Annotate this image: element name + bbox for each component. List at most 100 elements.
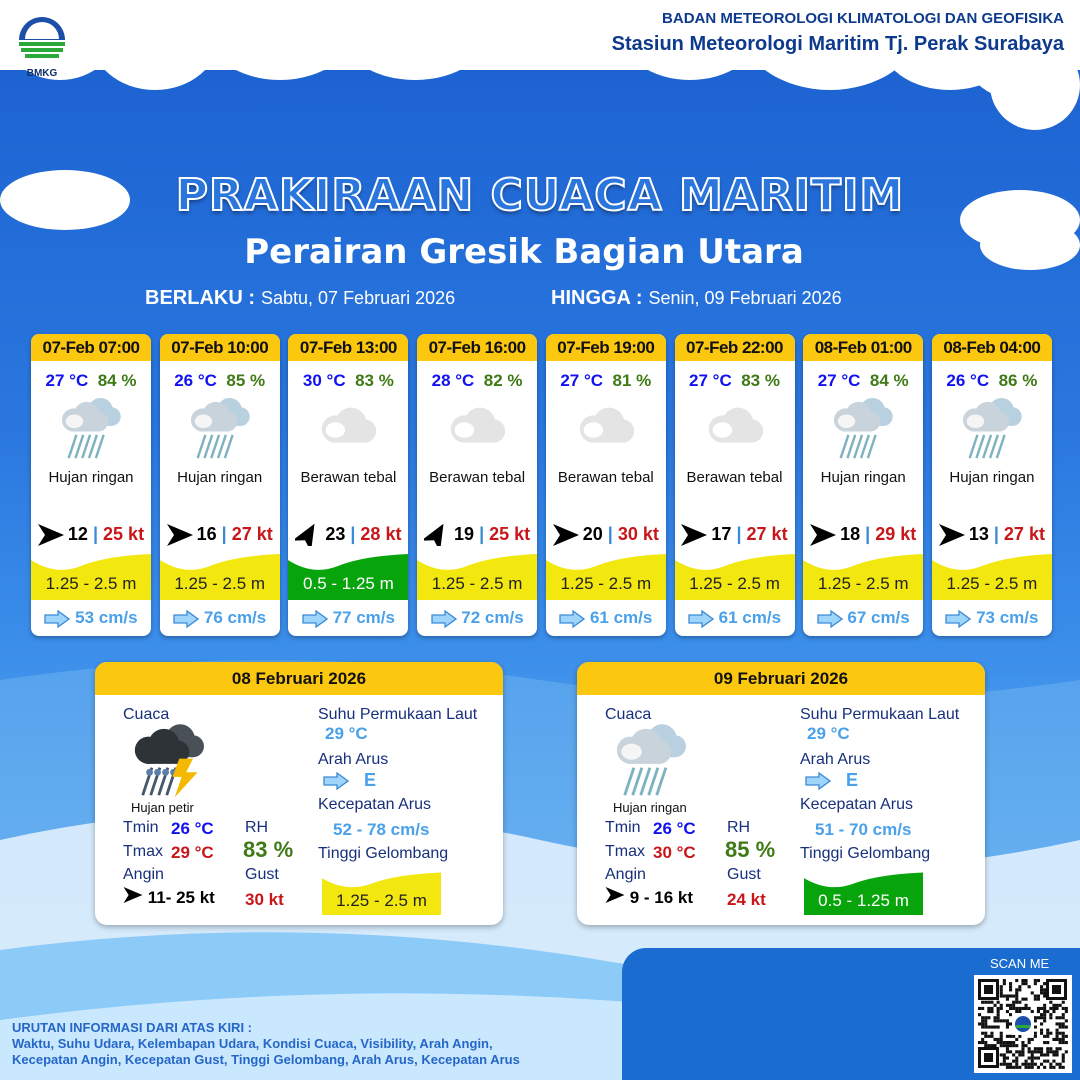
wave-height-box: 0.5 - 1.25 m [804,867,923,915]
wind-label: Angin [123,866,164,883]
wave-height-box: 1.25 - 2.5 m [931,548,1052,600]
current-arrow-icon [805,771,832,791]
forecast-time: 07-Feb 22:00 [674,334,795,361]
gust-speed: 25 kt [103,524,145,544]
gust-label: Gust [727,866,761,883]
bmkg-logo-icon [19,17,65,58]
light-rain-icon [834,397,893,459]
current-arrow-icon [173,609,200,628]
wind-direction-icon [295,524,315,547]
forecast-card: 07-Feb 07:00 27 °C 84 % Hujan ringan 12 … [31,334,151,636]
current-speed: 72 cm/s [461,608,524,627]
wind-speed: 19 [454,524,475,544]
gust-label: Gust [245,866,279,883]
daily-condition: Hujan petir [131,800,194,815]
gust-value: 30 kt [245,890,284,909]
humidity: 83 % [741,371,780,390]
valid-from-value: Sabtu, 07 Februari 2026 [261,288,456,308]
legend-line-1: Waktu, Suhu Udara, Kelembapan Udara, Kon… [12,1036,493,1051]
forecast-time: 07-Feb 19:00 [545,334,666,361]
bmkg-logo: BMKG [14,12,70,79]
wave-height: 1.25 - 2.5 m [560,574,652,593]
air-temperature: 30 °C [302,371,346,390]
overcast-icon [450,407,506,443]
wave-height: 1.25 - 2.5 m [336,891,427,910]
forecast-time: 07-Feb 13:00 [288,334,409,361]
humidity: 85 % [226,371,266,390]
tmax-value: 29 °C [171,843,214,862]
cloud-shape [990,40,1080,130]
wind-speed: 20 [582,524,603,544]
rh-label: RH [245,819,269,836]
wind-speed: 23 [325,524,346,544]
page-subtitle: Perairan Gresik Bagian Utara [244,232,804,272]
gust-speed: 30 kt [617,524,659,544]
gust-speed: 27 kt [231,524,273,544]
wave-height: 1.25 - 2.5 m [817,574,909,593]
forecast-time: 07-Feb 16:00 [417,334,538,361]
valid-to-label: HINGGA : [551,287,643,309]
weather-label: Cuaca [605,706,652,723]
humidity: 83 % [355,371,394,390]
cloud-shape [90,0,220,90]
sst-value: 29 °C [807,724,850,743]
forecast-card: 07-Feb 16:00 28 °C 82 % Berawan tebal 19… [417,334,538,636]
cloud-shape [980,220,1080,270]
forecast-time: 07-Feb 07:00 [31,334,151,361]
wave-height: 0.5 - 1.25 m [303,574,394,593]
current-arrow-icon [816,609,843,628]
wave-height-box: 1.25 - 2.5 m [417,548,538,600]
current-arrow-icon [430,609,457,628]
wave-height-box: 1.25 - 2.5 m [159,548,280,600]
tmax-value: 30 °C [653,843,696,862]
legend-title: URUTAN INFORMASI DARI ATAS KIRI : [12,1020,252,1035]
wind-direction-icon [37,524,64,547]
air-temperature: 26 °C [174,371,217,390]
wind-direction-icon [810,524,837,547]
gust-speed: 27 kt [1003,524,1045,544]
humidity: 82 % [483,371,523,390]
page-title: PRAKIRAAN CUACA MARITIM [175,169,905,222]
thunderstorm-icon [134,724,204,798]
gust-value: 24 kt [727,890,766,909]
current-speed: 61 cm/s [589,608,653,627]
wave-height: 1.25 - 2.5 m [946,574,1038,593]
sst-label: Suhu Permukaan Laut [318,706,478,723]
forecast-card: 07-Feb 13:00 30 °C 83 % Berawan tebal 23… [288,334,409,636]
air-temperature: 27 °C [817,371,861,390]
current-speed: 77 cm/s [332,608,395,627]
cloud-shape [620,0,760,80]
station-name: Stasiun Meteorologi Maritim Tj. Perak Su… [611,33,1064,55]
wave-height: 0.5 - 1.25 m [818,891,909,910]
current-speed: 53 cm/s [75,608,138,627]
wave-shape [31,554,151,600]
air-temperature: 27 °C [45,371,89,390]
org-name: BADAN METEOROLOGI KLIMATOLOGI DAN GEOFIS… [662,10,1064,27]
wave-shape [322,872,441,915]
wave-height: 1.25 - 2.5 m [689,574,780,593]
valid-to-value: Senin, 09 Februari 2026 [648,288,842,308]
air-temperature: 28 °C [431,371,475,390]
forecast-card: 07-Feb 22:00 27 °C 83 % Berawan tebal 17… [674,334,795,636]
overcast-icon [579,407,634,443]
tmin-value: 26 °C [653,819,696,838]
forecast-time: 08-Feb 01:00 [803,334,924,361]
legend-info: URUTAN INFORMASI DARI ATAS KIRI : Waktu,… [0,1020,520,1068]
current-speed: 61 cm/s [718,608,782,627]
current-direction: E [846,770,859,790]
weather-condition: Hujan ringan [949,469,1035,486]
weather-condition: Hujan ringan [820,469,906,486]
wind-direction-icon [605,887,625,903]
overcast-icon [322,407,377,443]
light-rain-icon [190,397,250,459]
qr-code[interactable] [974,975,1072,1073]
valid-from: BERLAKU : Sabtu, 07 Februari 2026 [145,287,455,310]
wave-height-box: 1.25 - 2.5 m [545,548,666,600]
humidity: 86 % [998,371,1038,390]
wave-shape [417,554,538,600]
weather-condition: Berawan tebal [300,469,397,486]
daily-panel: 09 Februari 2026 Cuaca Hujan ringan Tmin… [577,662,985,925]
air-temperature: 26 °C [946,371,990,390]
current-speed: 73 cm/s [976,608,1039,627]
current-speed: 67 cm/s [847,608,910,627]
